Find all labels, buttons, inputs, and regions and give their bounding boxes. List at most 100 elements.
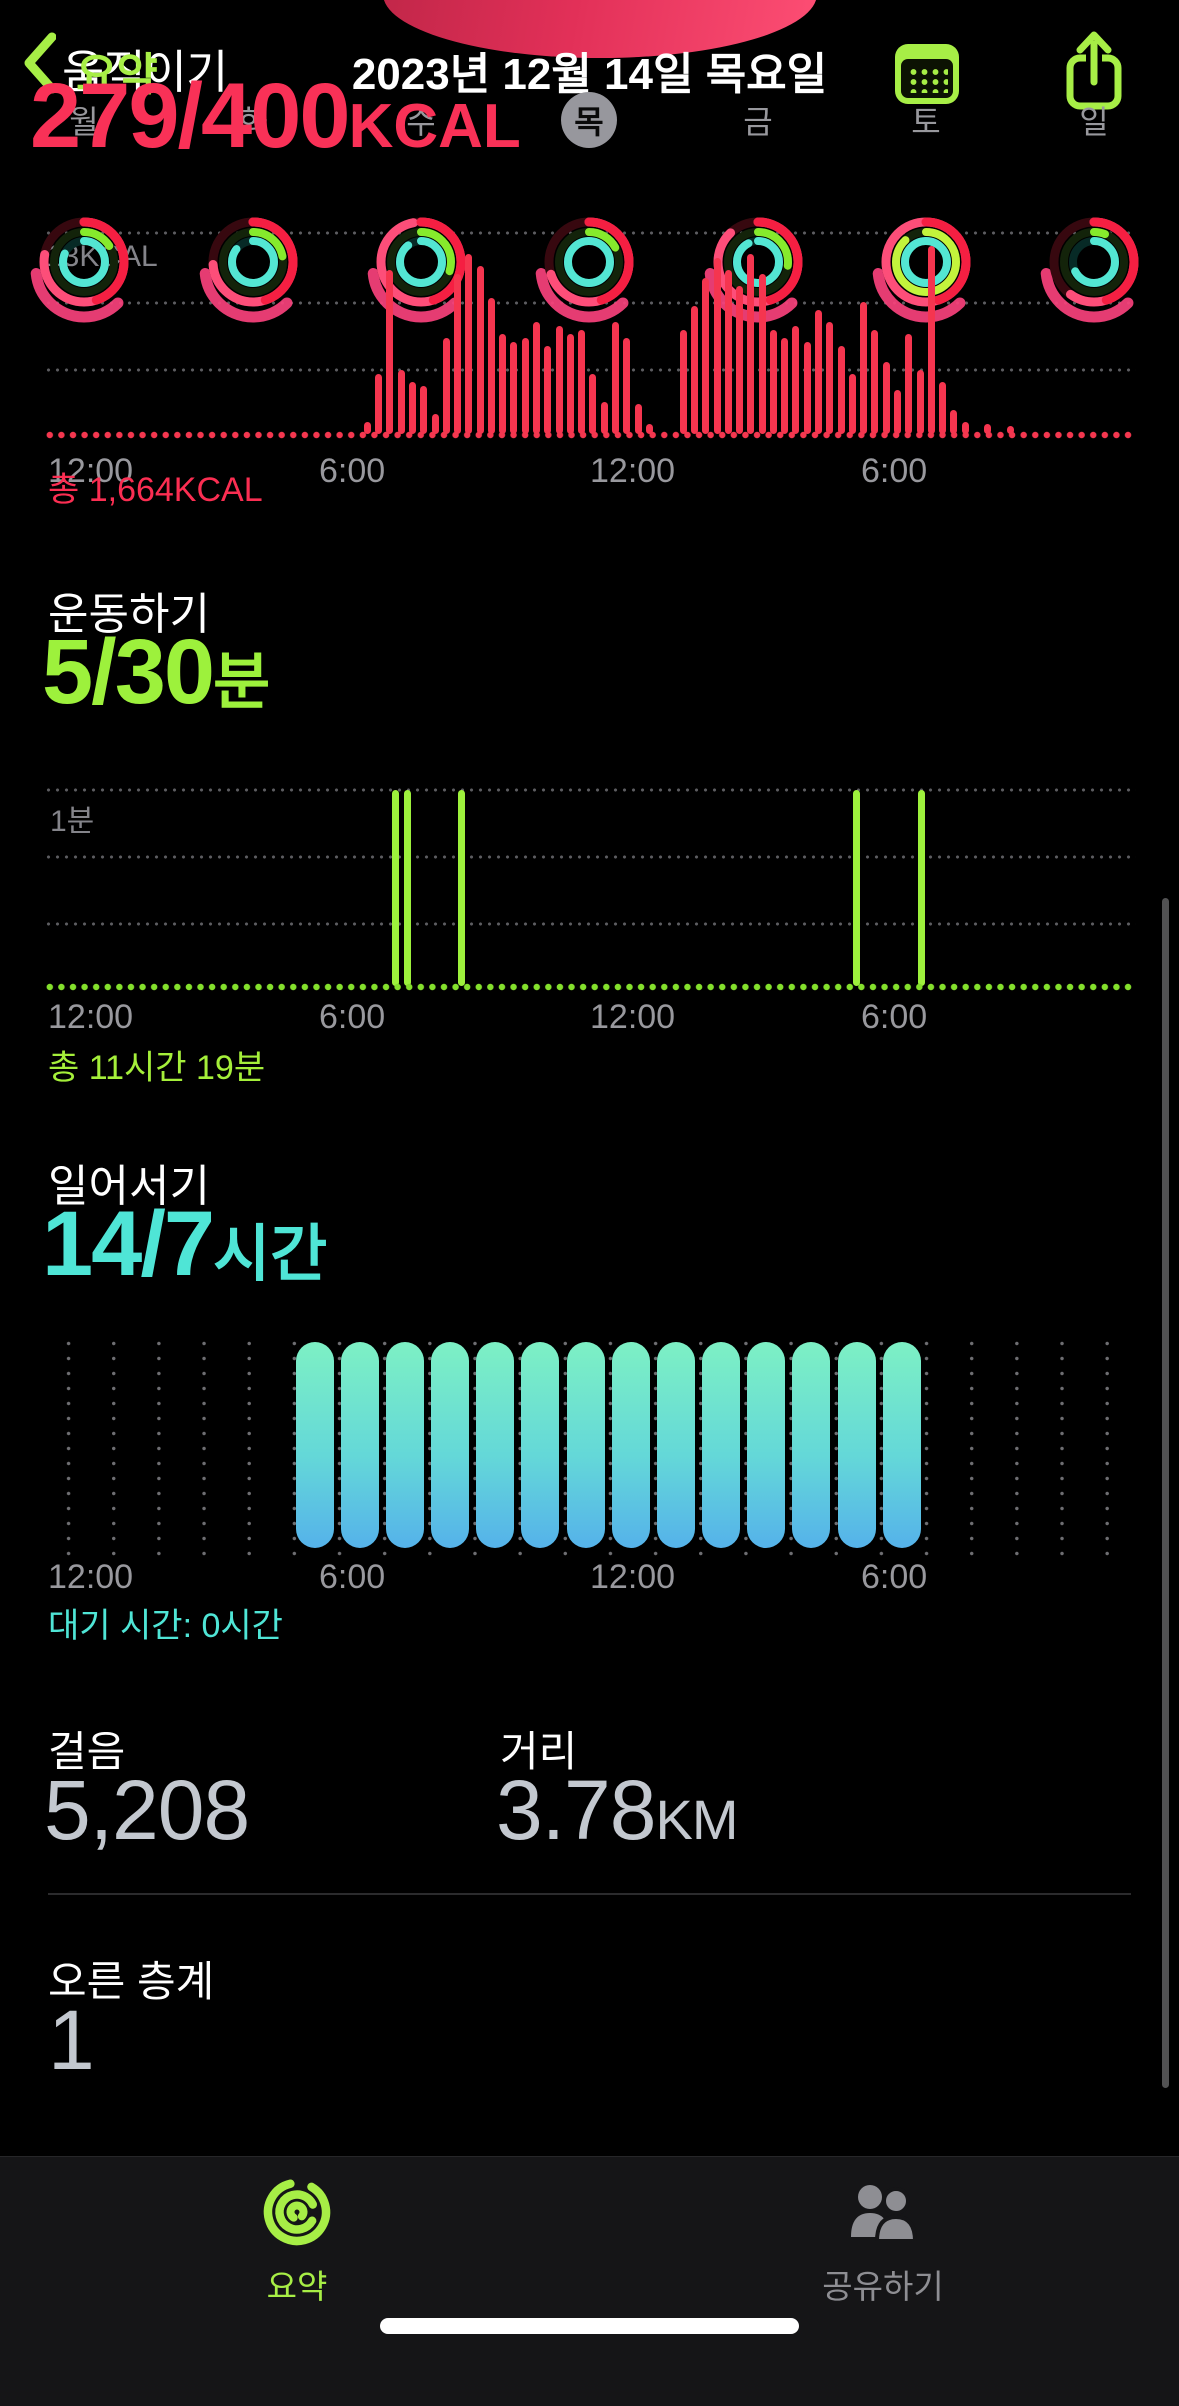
day-cell-4[interactable]: 목 [561,92,617,148]
move-bar [860,302,868,434]
move-bar [612,322,619,434]
activity-ring-day-7 [1040,215,1148,323]
move-bar [397,370,405,434]
x-tick: 6:00 [319,452,386,490]
day-cell-7[interactable]: 일 [1079,104,1109,140]
move-progress-value: 279/400KCAL [30,65,521,167]
move-x-axis: 12:00 6:00 12:00 6:00 [0,452,1179,492]
stand-progress-value: 14/7시간 [42,1193,328,1295]
steps-label: 걸음 [48,1728,126,1775]
move-total: 총 1,664KCAL [48,471,263,509]
back-button[interactable]: 요약 [76,49,158,100]
stand-hour-bar [476,1342,515,1548]
exercise-progress-value: 5/30분 [42,621,271,723]
exercise-gridline-mid [44,855,1136,859]
exercise-bar [392,790,399,986]
stand-hour-bar [611,1342,650,1548]
move-bar [916,370,924,434]
move-bar [600,402,608,434]
day-cell-1[interactable]: 월 [69,104,99,140]
move-bar [736,286,744,434]
move-bar [679,330,687,434]
people-icon [851,2185,918,2243]
move-bar [566,334,574,434]
tab-summary[interactable]: 요약 [147,2175,447,2308]
stand-x-axis: 12:00 6:00 12:00 6:00 [0,1558,1179,1598]
move-bar [837,346,845,434]
flights-label: 오른 층계 [48,1958,215,2005]
move-bar [544,346,552,434]
move-bar [758,274,766,434]
move-bar [408,382,416,434]
x-tick: 12:00 [590,998,676,1036]
stand-hour-bar [702,1342,741,1548]
day-cell-5[interactable]: 금 [743,104,773,140]
move-bar [950,410,958,434]
share-button[interactable] [1062,30,1126,114]
move-bar [386,270,394,434]
move-bar [882,362,890,434]
move-bar [487,298,495,434]
move-bar [533,322,541,434]
move-bar [1006,426,1014,434]
move-bar [555,326,563,434]
distance-value: 3.78KM [496,1763,739,1857]
stand-hour-bar [882,1342,921,1548]
x-tick: 6:00 [319,998,386,1036]
back-chevron-icon[interactable] [22,32,56,94]
move-bar [589,374,597,434]
nav-section-title: 움직이기 [62,46,228,98]
move-bar [961,422,969,434]
steps-value: 5,208 [44,1763,250,1857]
nav-date-title: 2023년 12월 14일 목요일 [351,50,828,99]
scroll-indicator[interactable] [1162,898,1169,2088]
exercise-axis-max-label: 1분 [50,805,95,838]
move-bar [476,266,484,434]
exercise-total: 총 11시간 19분 [48,1049,266,1087]
move-gridline-low [44,368,1136,372]
tab-sharing[interactable]: 공유하기 [733,2175,1033,2308]
exercise-gridline-low [44,922,1136,926]
stand-hour-bar [521,1342,560,1548]
exercise-x-axis: 12:00 6:00 12:00 6:00 [0,998,1179,1038]
day-cell-2[interactable]: 화 [238,104,268,140]
activity-ring-day-2 [199,215,307,323]
exercise-bar [458,790,465,986]
move-bar [803,342,811,434]
stand-hour-bar [656,1342,695,1548]
move-bar [724,270,732,434]
move-bar [826,322,834,434]
calendar-button[interactable] [895,44,959,104]
move-bar [634,404,642,434]
day-cell-3[interactable]: 수 [406,104,436,140]
stand-hour-bar [340,1342,379,1548]
move-bar [375,374,383,434]
move-bar [713,258,721,434]
stand-idle-label: 대기 시간: 0시간 [48,1607,283,1645]
x-tick: 12:00 [48,998,134,1036]
move-bar [465,254,473,434]
stand-hour-bar [295,1342,334,1548]
move-bar [420,386,428,434]
stand-hour-bar [385,1342,424,1548]
move-bar [984,424,992,434]
distance-label: 거리 [500,1728,578,1775]
stand-title: 일어서기 [48,1162,210,1211]
move-bar [747,254,755,434]
move-bar [578,330,586,434]
x-tick: 12:00 [590,452,676,490]
x-tick: 12:00 [48,452,134,490]
day-cell-6[interactable]: 토 [911,104,941,140]
stand-hour-bar [431,1342,470,1548]
stand-hour-bar [792,1342,831,1548]
exercise-chart-baseline [44,983,1136,991]
exercise-bar [918,790,925,986]
move-bar [769,330,777,434]
move-bar [871,330,879,434]
move-bar [510,342,518,434]
stand-hour-bar [566,1342,605,1548]
activity-ring-day-4 [535,215,643,323]
weekly-activity-rings [0,205,1179,337]
activity-ring-day-6 [872,215,980,323]
